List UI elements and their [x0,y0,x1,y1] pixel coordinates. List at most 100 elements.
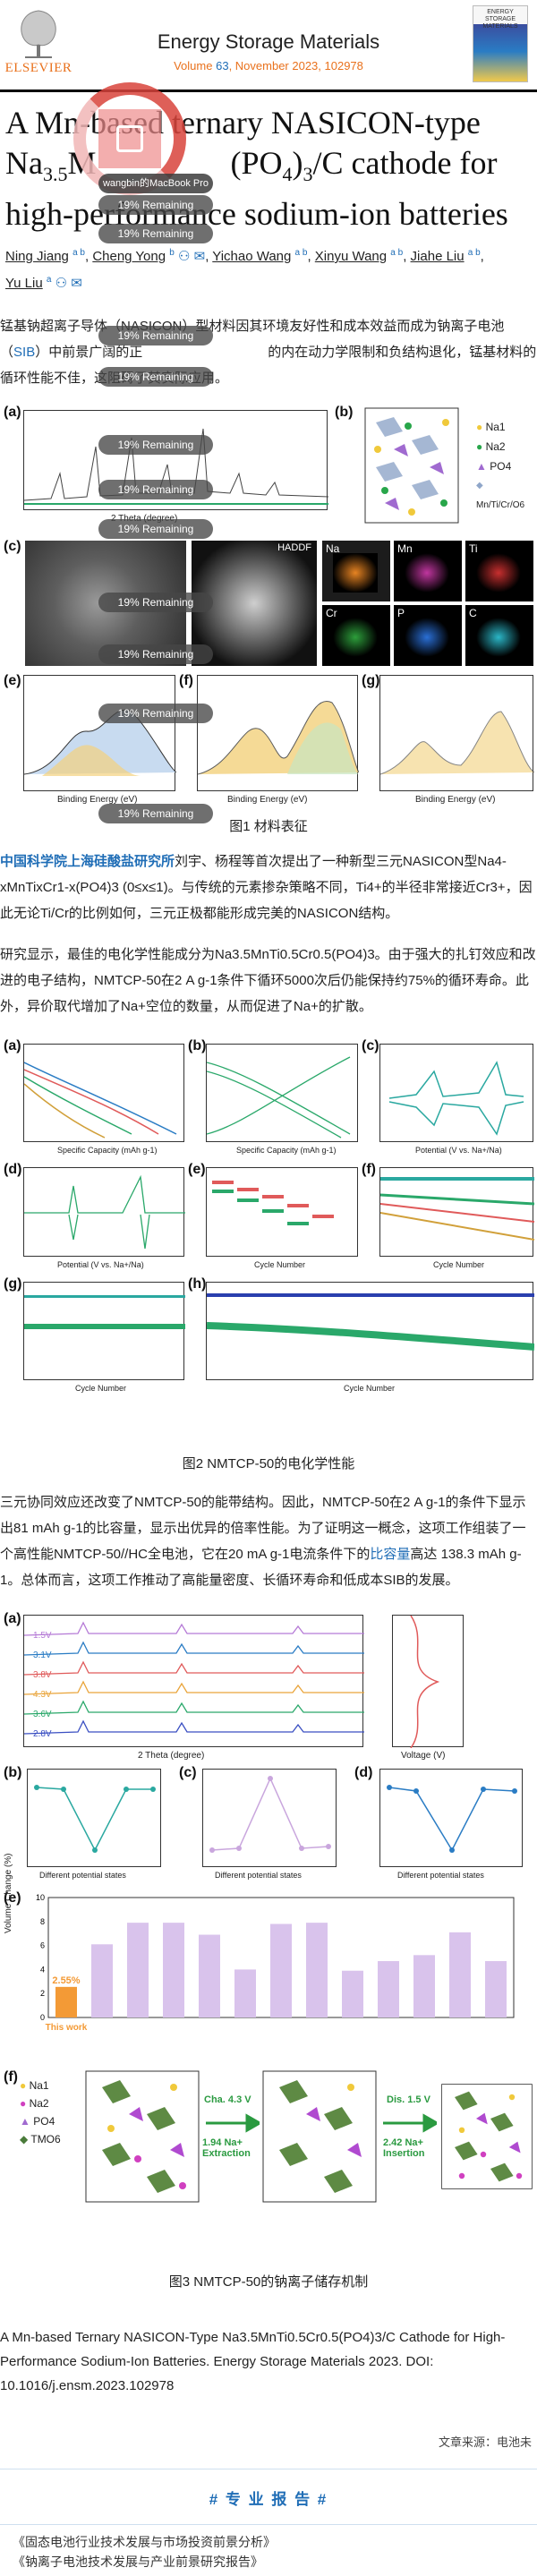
panel-label: (e) [188,1162,206,1177]
volume-rest: , November 2023, 102978 [228,59,363,73]
element-map-c: C [465,605,533,666]
figure-2: (a) Specific Capacity (mAh g-1) (b) Spec… [4,1038,535,1450]
structure-charged [262,2070,377,2203]
arrow-right-icon [383,2113,437,2133]
insitu-xrd-plot: 1.5V 3.1V 3.8V 4.3V 3.6V 2.8V [23,1615,364,1747]
article-source: 文章来源：电池未 [438,2435,532,2449]
xps-cr-plot [379,675,535,791]
panel-label: (e) [4,673,21,688]
bar [55,1986,77,2017]
dqdv-plot [23,1167,185,1257]
axis-label: Voltage (V) [401,1751,446,1761]
structure-legend: ● Na1 ● Na2 ▲ PO4 ◆ Mn/Ti/Cr/O6 [476,421,525,510]
figure-1-caption: 图1 材料表征 [229,819,308,834]
bar [270,1923,292,2017]
elsevier-tree-icon [14,5,63,61]
mail-icon[interactable]: ✉ [193,249,206,264]
volume-change-chart: 0 2 4 6 8 10 2.55% This work [36,1893,515,2033]
panel-label: (d) [4,1162,22,1177]
author-list: Ning Jiang a b, Cheng Yong b ⚇ ✉, Yichao… [5,248,484,291]
bar [342,1970,363,2017]
report-link[interactable]: 《固态电池行业技术发展与市场投资前景分析》 [13,2535,276,2549]
element-map-p: P [394,605,462,666]
institution-link[interactable]: 中国科学院上海硅酸盐研究所 [0,854,175,869]
structure-discharged [441,2084,533,2189]
bar [91,1944,113,2017]
extraction-label: 1.94 Na+ Extraction [202,2137,251,2159]
author-link[interactable]: Xinyu Wang [314,249,388,264]
rate-profile-plot [206,1044,358,1142]
xps-mn-plot [23,675,177,791]
axis-label: Volume Change (%) [4,1853,13,1934]
journal-header: ELSEVIER Energy Storage Materials Volume… [0,0,537,90]
intro-paragraph: 锰基钠超离子导体（NASICON）型材料因其环境友好性和成本效益而成为钠离子电池… [0,319,537,386]
section-title: # 专 业 报 告 # [209,2491,328,2508]
element-map-na: Na [322,541,390,601]
panel-label: (b) [335,405,354,420]
y-tick-label: 0 [40,2013,45,2022]
structure-initial [85,2070,200,2203]
xrd-pattern [23,428,329,505]
bar [413,1955,435,2017]
axis-label: Binding Energy (eV) [57,795,138,805]
y-tick-label: 4 [40,1965,45,1974]
long-cycle-plot [379,1167,535,1257]
sib-link[interactable]: SIB [13,345,36,360]
panel-label: (f) [4,2069,18,2085]
result-paragraph: 研究显示，最佳的电化学性能成分为Na3.5MnTi0.5Cr0.5(PO4)3。… [0,947,536,1014]
bar [163,1923,184,2017]
xrd-stack [23,1621,364,1735]
remaining-badge: 19% Remaining [98,593,213,612]
author-link[interactable]: Ning Jiang [5,249,69,264]
remaining-badge: 19% Remaining [98,435,213,455]
element-map-cr: Cr [322,605,390,666]
divider [0,2524,537,2525]
report-link[interactable]: 《钠离子电池技术发展与产业前景研究报告》 [13,2555,263,2569]
remaining-badge: 19% Remaining [98,367,213,387]
person-icon[interactable]: ⚇ [177,249,191,264]
volume-prefix: Volume [174,59,213,73]
volume-link[interactable]: 63 [216,59,229,73]
specific-capacity-link[interactable]: 比容量 [370,1547,411,1562]
journal-cover[interactable]: ENERGY STORAGE MATERIALS [473,5,528,82]
elsevier-logo: ELSEVIER [5,5,72,81]
cycle-plot-h [206,1282,535,1380]
arrow-right-icon [206,2113,260,2133]
cycle-plot-g [23,1282,185,1380]
axis-label: Different potential states [215,1871,302,1880]
data-label: 2.55% [52,1975,80,1986]
crystal-structure [364,407,459,524]
header-rule [0,90,537,92]
mail-icon[interactable]: ✉ [71,276,82,291]
remaining-badge: 19% Remaining [98,644,213,664]
panel-label: (b) [4,1765,22,1780]
figure-2-caption: 图2 NMTCP-50的电化学性能 [182,1456,355,1471]
stop-button[interactable] [98,109,161,168]
bar [449,1932,471,2017]
remaining-badge: 19% Remaining [98,480,213,499]
bar [485,1961,507,2017]
author-link[interactable]: Cheng Yong [92,249,166,264]
axis-label: Binding Energy (eV) [415,795,496,805]
bar [306,1923,328,2017]
remaining-badge: 19% Remaining [98,519,213,539]
element-map-mn: Mn [394,541,462,601]
rate-capability-plot [206,1167,358,1257]
journal-name: Energy Storage Materials [157,30,380,53]
author-link[interactable]: Jiahe Liu [410,249,465,264]
remaining-badge: 19% Remaining [98,326,213,345]
author-link[interactable]: Yichao Wang [212,249,292,264]
research-paragraph: 中国科学院上海硅酸盐研究所刘宇、杨程等首次提出了一种新型三元NASICON型Na… [0,854,533,921]
remaining-badge: 19% Remaining [98,195,213,215]
panel-label: (c) [179,1765,197,1780]
figure-1: (a) 2 Theta (degree) (b) ● Na1 ● Na2 ▲ P… [4,405,535,825]
voltage-profile-plot [392,1615,464,1749]
cover-title: ENERGY STORAGE MATERIALS [482,9,518,30]
author-link[interactable]: Yu Liu [5,276,43,291]
panel-label: (g) [362,673,380,688]
performance-paragraph: 三元协同效应还改变了NMTCP-50的能带结构。因此，NMTCP-50在2 A … [0,1495,526,1588]
journal-volume: Volume 63, November 2023, 102978 [0,59,537,73]
person-icon[interactable]: ⚇ [55,276,68,291]
stop-icon [116,125,143,152]
y-tick-label: 8 [40,1917,45,1926]
